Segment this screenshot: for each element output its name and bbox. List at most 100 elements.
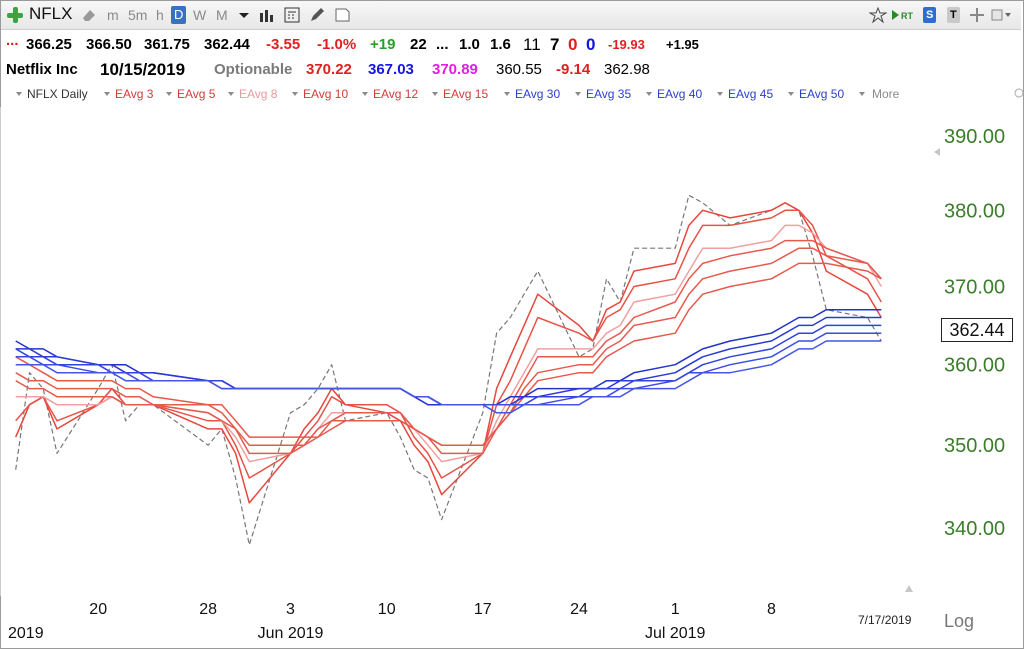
legend-item-eavg-35[interactable]: EAvg 35 (586, 87, 632, 101)
legend-arrow-icon[interactable] (104, 92, 110, 96)
legend-arrow-icon[interactable] (788, 92, 794, 96)
series-line-eavg-8 (15, 224, 882, 463)
legend-item-eavg-3[interactable]: EAvg 3 (115, 87, 154, 101)
quote-v1: +19 (370, 36, 396, 53)
realtime-icon[interactable]: RT (891, 7, 913, 23)
quote-date: 10/15/2019 (100, 60, 186, 79)
optionable-label: Optionable (214, 61, 293, 78)
quote-low: 361.75 (144, 36, 190, 53)
y-tick-label: 370.00 (944, 277, 1005, 299)
x-month-label: Jul 2019 (645, 625, 706, 642)
quote-r2-v1: 370.22 (306, 61, 352, 78)
legend-arrow-icon[interactable] (16, 92, 22, 96)
quote-v3: ... (436, 36, 449, 53)
legend-arrow-icon[interactable] (292, 92, 298, 96)
quote-open: 366.25 (26, 36, 72, 53)
legend-arrow-icon[interactable] (575, 92, 581, 96)
calculator-icon[interactable] (284, 7, 300, 23)
legend-arrow-icon[interactable] (362, 92, 368, 96)
x-month-label: Jun 2019 (258, 625, 324, 642)
quote-v8: 0 (568, 35, 578, 54)
pencil-icon[interactable] (309, 7, 325, 23)
legend-item-eavg-15[interactable]: EAvg 15 (443, 87, 489, 101)
chevron-down-icon[interactable] (236, 7, 252, 23)
quote-v4: 1.0 (459, 36, 480, 53)
x-tick-label: 10 (378, 601, 396, 618)
legend-item-eavg-40[interactable]: EAvg 40 (657, 87, 703, 101)
quote-r2-v3: 370.89 (432, 61, 478, 78)
series-line-nflx-daily (15, 194, 882, 546)
interval-mo[interactable]: M (216, 7, 228, 23)
legend-arrow-icon[interactable] (228, 92, 234, 96)
y-tick-label: 340.00 (944, 518, 1005, 540)
bottom-date-label: 7/17/2019 (858, 613, 912, 627)
scan-icon[interactable]: S (923, 7, 937, 23)
legend-item-eavg-5[interactable]: EAvg 5 (177, 87, 216, 101)
legend-arrow-icon[interactable] (504, 92, 510, 96)
legend-arrow-icon[interactable] (859, 92, 865, 96)
x-tick-label: 20 (89, 601, 107, 618)
log-scale-toggle[interactable]: Log (944, 611, 975, 631)
x-tick-label: 24 (570, 601, 588, 618)
quote-v11: +1.95 (666, 37, 699, 52)
quote-prefix: ... (6, 32, 19, 49)
legend-arrow-icon[interactable] (717, 92, 723, 96)
quote-r2-v5: -9.14 (556, 61, 591, 78)
legend-arrow-icon[interactable] (166, 92, 172, 96)
note-icon[interactable] (334, 7, 350, 23)
scroll-right-icon[interactable] (934, 148, 940, 156)
interval-m[interactable]: m (107, 7, 119, 23)
company-name: Netflix Inc (6, 61, 78, 78)
legend-arrow-icon[interactable] (432, 92, 438, 96)
legend-item-eavg-30[interactable]: EAvg 30 (515, 87, 561, 101)
add-symbol-icon[interactable] (7, 7, 23, 23)
eraser-icon[interactable] (81, 7, 97, 23)
legend-item-eavg-12[interactable]: EAvg 12 (373, 87, 419, 101)
settings-icon[interactable] (1014, 88, 1024, 98)
quote-v5: 1.6 (490, 36, 511, 53)
quote-r2-v6: 362.98 (604, 61, 650, 78)
quote-high: 366.50 (86, 36, 132, 53)
x-tick-label: 28 (199, 601, 217, 618)
quote-v9: 0 (586, 35, 596, 54)
legend-item-eavg-10[interactable]: EAvg 10 (303, 87, 349, 101)
quote-change-pct: -1.0% (317, 36, 357, 53)
scroll-up-icon[interactable] (905, 585, 913, 592)
x-tick-label: 17 (474, 601, 492, 618)
quote-v10: -19.93 (608, 37, 645, 52)
legend-item-eavg-8[interactable]: EAvg 8 (239, 87, 278, 101)
symbol-field[interactable]: NFLX (29, 4, 73, 23)
interval-d[interactable]: D (171, 6, 187, 24)
x-month-label: 2019 (8, 625, 44, 642)
quote-r2-v2: 367.03 (368, 61, 414, 78)
series-line-eavg-50 (15, 340, 882, 414)
x-tick-label: 1 (671, 601, 680, 618)
move-icon[interactable] (969, 7, 985, 23)
legend-more[interactable]: More (872, 87, 900, 101)
y-tick-label: 360.00 (944, 355, 1005, 377)
legend-arrow-icon[interactable] (646, 92, 652, 96)
legend-item-eavg-45[interactable]: EAvg 45 (728, 87, 774, 101)
y-axis: 340.00 350.00 360.00 370.00 380.00 390.00 (944, 126, 1005, 540)
toolbar: NFLX m 5m h D W M RT S T (1, 1, 1021, 30)
text-icon[interactable]: T (947, 7, 960, 23)
interval-5m[interactable]: 5m (128, 7, 148, 23)
quote-close: 362.44 (204, 36, 250, 53)
x-axis: 20 28 3 10 17 24 1 8 2019 Jun 2019 Jul 2019 (8, 601, 776, 642)
interval-w[interactable]: W (193, 7, 207, 23)
x-tick-label: 3 (286, 601, 295, 618)
bar-chart-icon[interactable] (259, 7, 275, 23)
y-tick-label: 350.00 (944, 435, 1005, 457)
y-tick-label: 390.00 (944, 126, 1005, 148)
x-tick-label: 8 (767, 601, 776, 618)
legend-item-nflx-daily[interactable]: NFLX Daily (27, 87, 88, 101)
interval-h[interactable]: h (156, 7, 164, 23)
series-line-eavg-12 (15, 247, 882, 446)
star-icon[interactable] (869, 7, 887, 23)
svg-text:RT: RT (901, 11, 913, 21)
quote-v7: 7 (550, 35, 560, 54)
window-menu-icon[interactable] (991, 7, 1011, 23)
series-line-eavg-30 (15, 308, 882, 406)
legend-item-eavg-50[interactable]: EAvg 50 (799, 87, 845, 101)
